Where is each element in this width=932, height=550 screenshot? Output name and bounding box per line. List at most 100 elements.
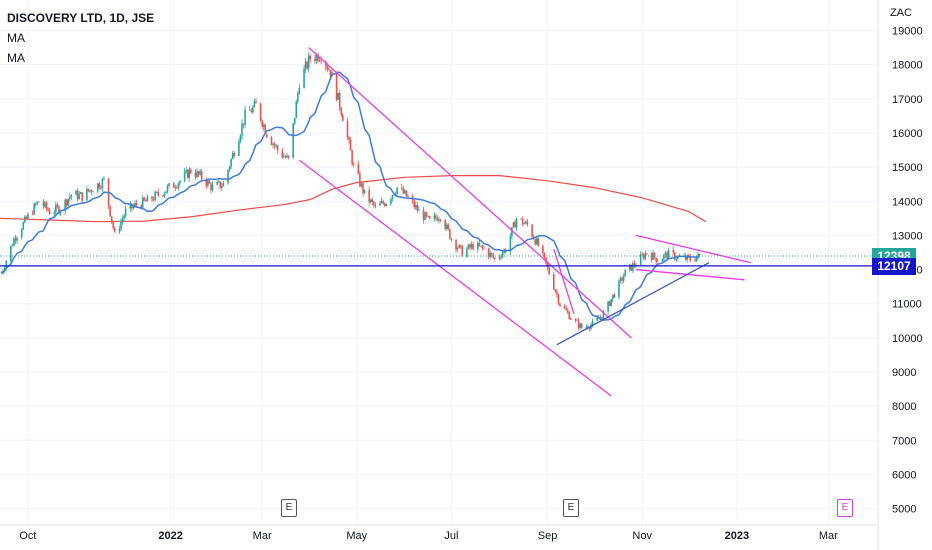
ma-slow-line — [0, 175, 707, 223]
candle-body — [580, 323, 583, 328]
candle-body — [298, 88, 301, 93]
candle-body — [129, 203, 132, 209]
candle-body — [174, 187, 177, 189]
candle-body — [208, 180, 211, 184]
candle-body — [266, 134, 268, 138]
candle-body — [630, 264, 633, 271]
candle-body — [526, 221, 529, 225]
candle-body — [141, 197, 144, 208]
candle-body — [542, 245, 544, 253]
candle-body — [16, 237, 18, 241]
candle-body — [113, 228, 116, 232]
candle-body — [402, 188, 405, 194]
candle-body — [481, 245, 484, 248]
ma-indicator-label[interactable]: MA — [7, 51, 25, 65]
ma-slow-path — [0, 175, 707, 223]
earnings-marker-future[interactable]: E — [837, 499, 853, 517]
price-tick-label: 16000 — [892, 128, 923, 140]
candle-body — [629, 264, 631, 270]
candle-body — [368, 189, 370, 203]
candle-body — [34, 203, 37, 205]
time-tick-label: May — [346, 530, 367, 542]
candle-body — [70, 194, 73, 197]
candle-body — [624, 269, 626, 277]
currency-label: ZAC — [890, 7, 912, 19]
candle-body — [478, 243, 481, 246]
candle-body — [287, 155, 290, 158]
candle-body — [449, 229, 451, 240]
candle-body — [525, 221, 527, 224]
candle-body — [44, 202, 46, 207]
candle-body — [391, 195, 394, 199]
candle-body — [233, 153, 236, 156]
candle-body — [58, 206, 60, 214]
candle-body — [568, 312, 571, 320]
candle-body — [349, 139, 352, 151]
candle-body — [613, 294, 616, 298]
candle-body — [357, 164, 360, 174]
candle-body — [374, 205, 377, 207]
candle-body — [653, 252, 656, 258]
ma-indicator-label[interactable]: MA — [7, 31, 25, 45]
trendline — [298, 159, 612, 397]
candle-body — [596, 317, 599, 321]
price-tick-label: 8000 — [892, 401, 916, 413]
candle-body — [439, 219, 442, 221]
candle-body — [228, 166, 231, 170]
candle-body — [123, 215, 125, 219]
candle-body — [404, 190, 406, 194]
candle-body — [307, 55, 310, 69]
candle-body — [470, 244, 473, 248]
candle-body — [621, 278, 623, 282]
candle-body — [196, 171, 198, 178]
candle-body — [500, 256, 502, 258]
candle-body — [92, 191, 94, 193]
candle-body — [176, 187, 178, 189]
candle-body — [369, 199, 372, 203]
candle-body — [672, 249, 675, 253]
time-tick-label: Sep — [538, 530, 558, 542]
hline-price-tag[interactable]: 12107 — [872, 257, 916, 275]
candle-body — [652, 252, 654, 260]
candle-body — [483, 247, 485, 249]
earnings-marker[interactable]: E — [563, 499, 579, 517]
candle-body — [261, 120, 263, 127]
candle-body — [252, 106, 254, 113]
candle-body — [185, 169, 187, 173]
candle-body — [188, 169, 191, 179]
candle-body — [531, 224, 533, 237]
candle-body — [489, 252, 491, 257]
candle-body — [306, 61, 308, 69]
candle-body — [405, 190, 408, 197]
candle-body — [200, 171, 203, 180]
candle-body — [632, 263, 634, 271]
candle-body — [199, 171, 201, 175]
candle-body — [134, 203, 136, 207]
candle-body — [585, 326, 588, 328]
candle-body — [337, 92, 339, 100]
price-tick-label: 13000 — [892, 230, 923, 242]
earnings-marker[interactable]: E — [281, 499, 297, 517]
candle-body — [661, 259, 664, 262]
time-axis: Oct 2022 Mar May Jul Sep Nov 2023 Mar — [19, 530, 838, 542]
candle-body — [264, 124, 267, 135]
candle-body — [222, 182, 225, 187]
candle-body — [480, 245, 482, 247]
candle-body — [132, 206, 135, 209]
candle-body — [152, 199, 155, 201]
candle-body — [687, 255, 690, 257]
candle-body — [65, 199, 68, 206]
candle-body — [611, 294, 614, 300]
candle-body — [292, 123, 294, 158]
candle-body — [416, 204, 419, 211]
candle-body — [494, 257, 496, 259]
symbol-title[interactable]: DISCOVERY LTD, 1D, JSE — [7, 11, 155, 25]
candle-body — [466, 248, 468, 257]
candle-body — [579, 323, 581, 328]
time-tick-label: Nov — [632, 530, 652, 542]
price-tick-label: 18000 — [892, 60, 923, 72]
candle-body — [166, 185, 169, 192]
candle-body — [118, 228, 121, 232]
candle-body — [656, 261, 659, 263]
